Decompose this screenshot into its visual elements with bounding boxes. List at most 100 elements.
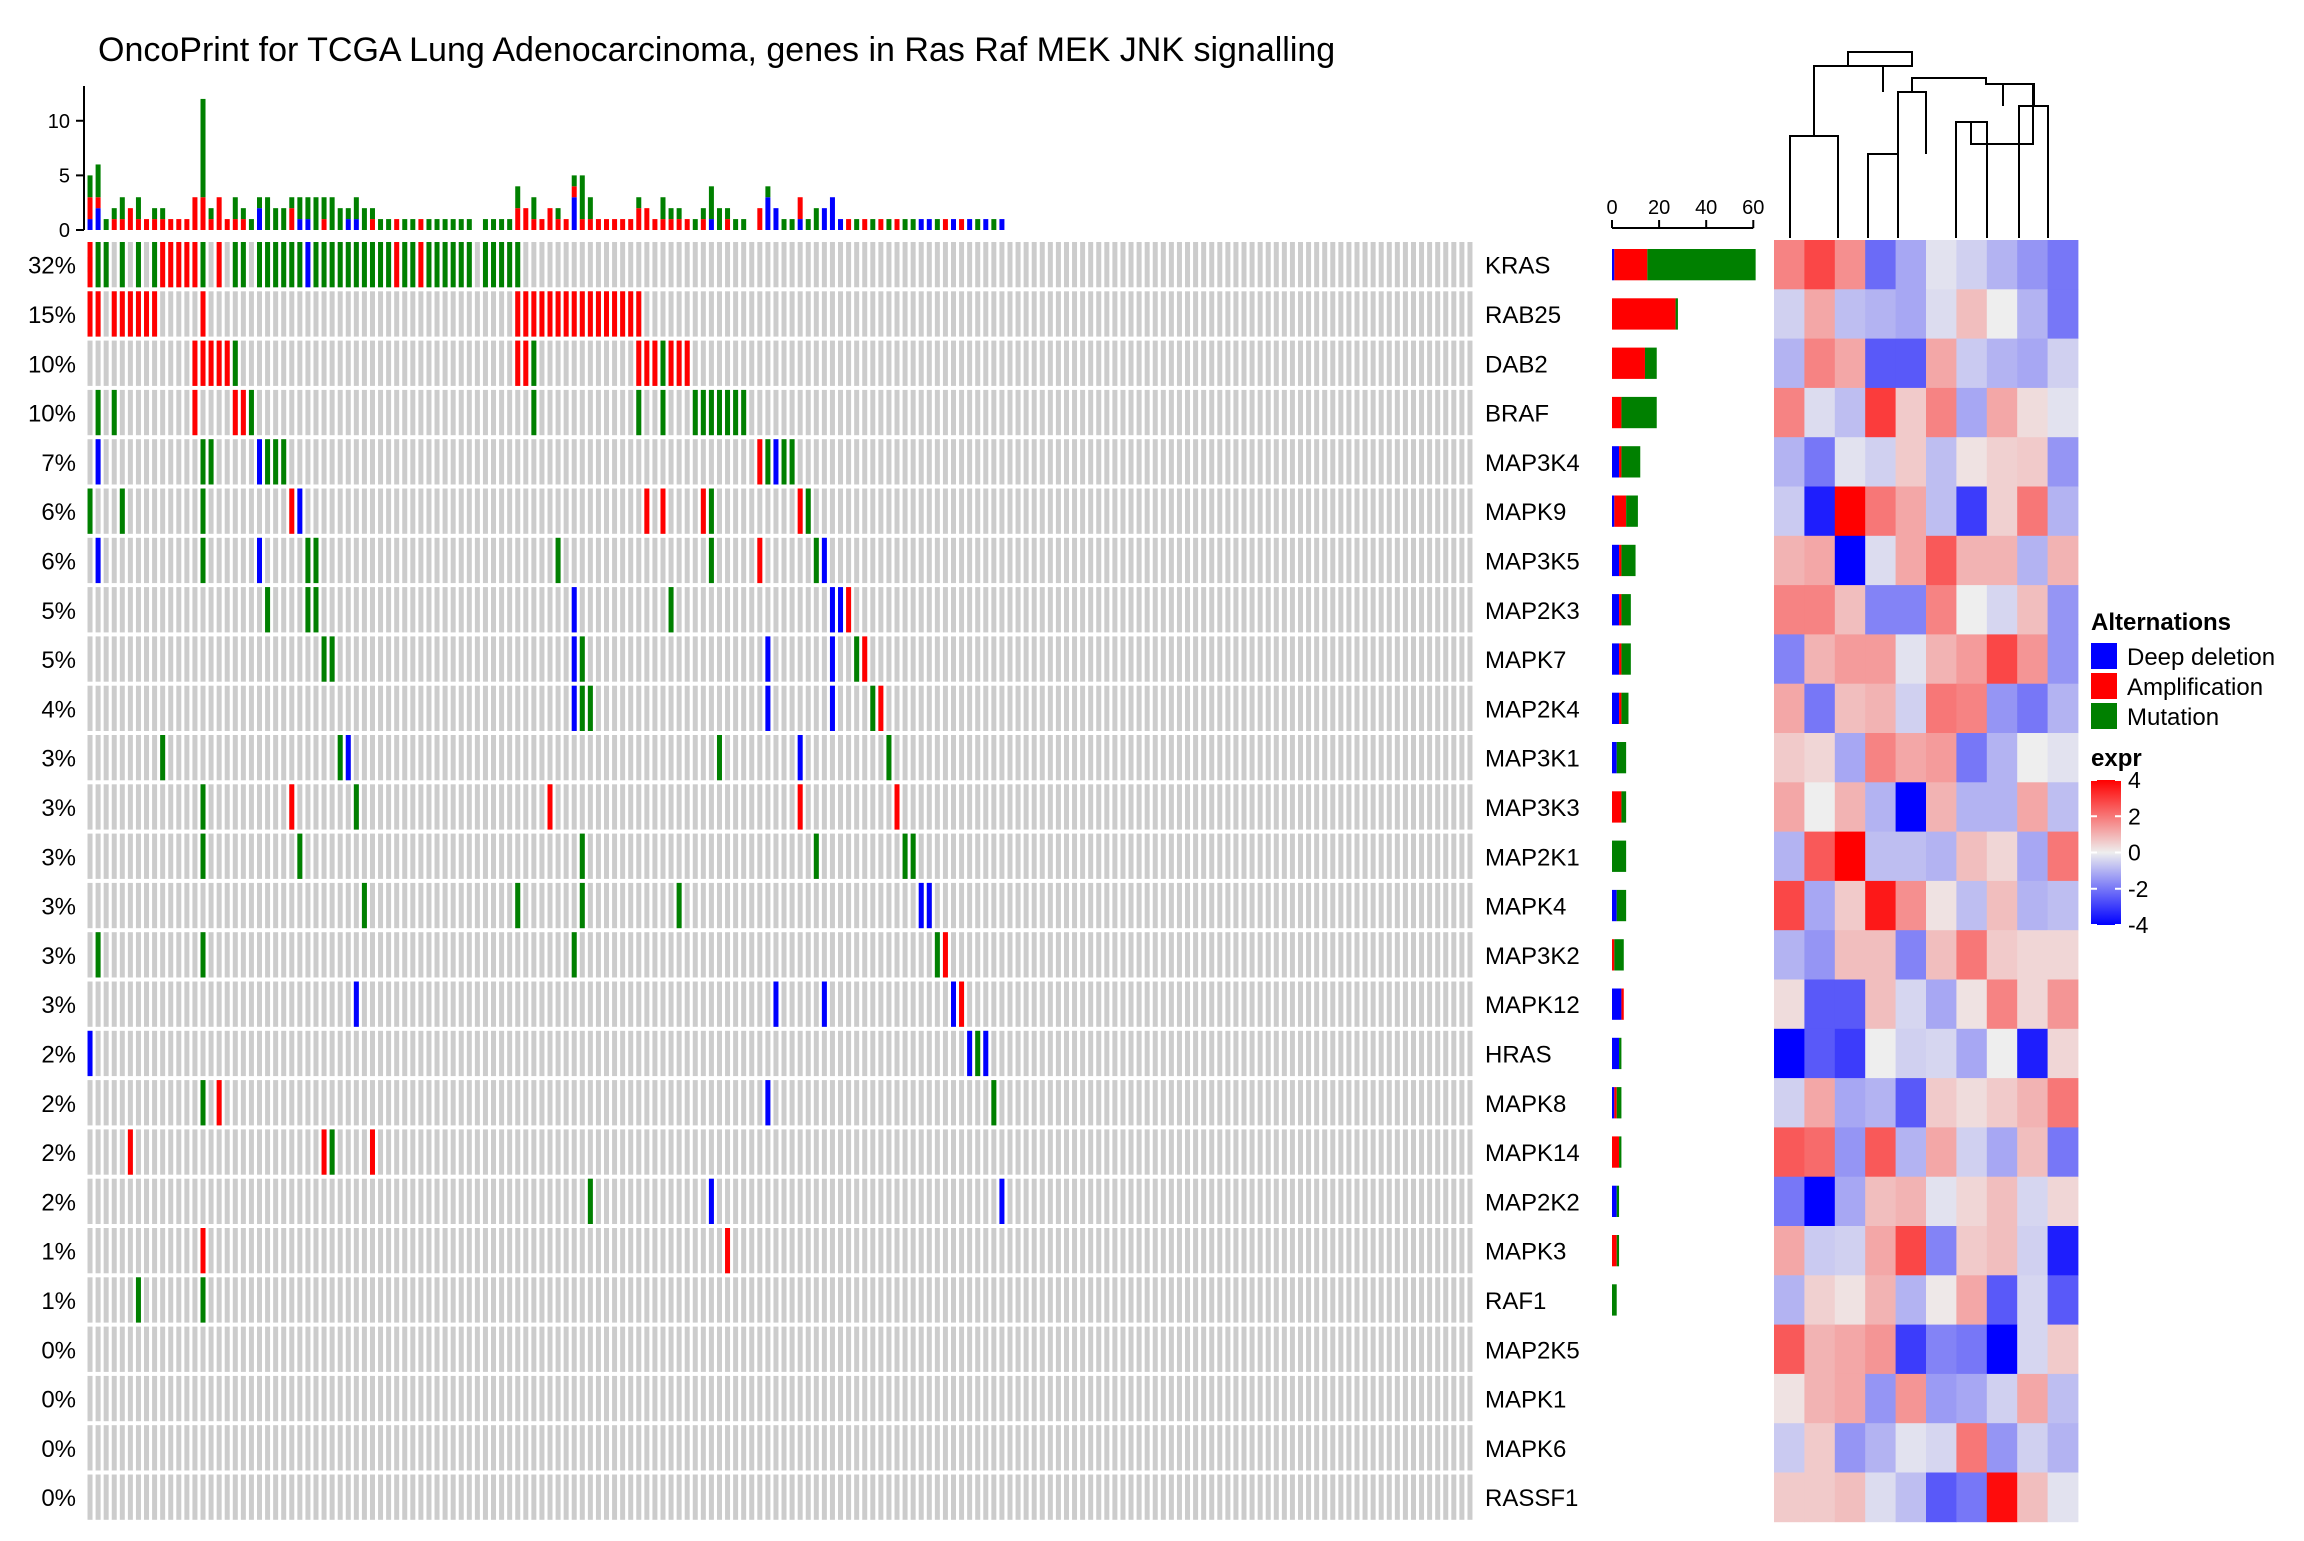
matrix-cell-bg bbox=[757, 784, 762, 829]
matrix-cell-bg bbox=[1024, 1277, 1029, 1322]
matrix-cell-bg bbox=[1169, 1475, 1174, 1520]
matrix-cell-bg bbox=[1354, 538, 1359, 583]
matrix-cell-bg bbox=[935, 291, 940, 336]
matrix-cell-bg bbox=[515, 1376, 520, 1421]
matrix-cell-bg bbox=[1225, 538, 1230, 583]
matrix-cell-bg bbox=[919, 538, 924, 583]
matrix-cell-bg bbox=[330, 834, 335, 879]
matrix-cell-bg bbox=[588, 489, 593, 534]
matrix-cell-bg bbox=[499, 784, 504, 829]
matrix-cell-bg bbox=[1016, 1031, 1021, 1076]
matrix-cell-bg bbox=[959, 489, 964, 534]
matrix-cell-bg bbox=[249, 341, 254, 386]
matrix-cell-bg bbox=[1088, 982, 1093, 1027]
matrix-cell-bg bbox=[1411, 341, 1416, 386]
matrix-cell-bg bbox=[152, 1179, 157, 1224]
matrix-cell-bg bbox=[1120, 1031, 1125, 1076]
matrix-cell-bg bbox=[1233, 242, 1238, 287]
matrix-cell-bg bbox=[862, 1031, 867, 1076]
matrix-cell-bg bbox=[136, 1327, 141, 1372]
matrix-cell-bg bbox=[1411, 1376, 1416, 1421]
matrix-cell-bg bbox=[782, 538, 787, 583]
alteration-deep-deletion bbox=[765, 1080, 770, 1125]
matrix-cell-bg bbox=[580, 439, 585, 484]
matrix-cell-bg bbox=[1250, 1327, 1255, 1372]
matrix-cell-bg bbox=[273, 982, 278, 1027]
column-summary-bar bbox=[967, 219, 972, 230]
matrix-cell-bg bbox=[1242, 1129, 1247, 1174]
matrix-cell-bg bbox=[184, 489, 189, 534]
matrix-cell-bg bbox=[1427, 1080, 1432, 1125]
matrix-cell-bg bbox=[1354, 686, 1359, 731]
matrix-cell-bg bbox=[636, 1129, 641, 1174]
alteration-amplification bbox=[523, 291, 528, 336]
matrix-cell-bg bbox=[749, 1031, 754, 1076]
matrix-cell-bg bbox=[128, 1179, 133, 1224]
matrix-cell-bg bbox=[588, 735, 593, 780]
matrix-cell-bg bbox=[443, 439, 448, 484]
matrix-cell-bg bbox=[241, 636, 246, 681]
row-summary-bar bbox=[1621, 594, 1630, 625]
matrix-cell-bg bbox=[1379, 1376, 1384, 1421]
matrix-cell-bg bbox=[1080, 390, 1085, 435]
matrix-cell-bg bbox=[176, 291, 181, 336]
matrix-cell-bg bbox=[701, 686, 706, 731]
matrix-cell-bg bbox=[612, 242, 617, 287]
matrix-cell-bg bbox=[225, 1228, 230, 1273]
matrix-cell-bg bbox=[1225, 982, 1230, 1027]
matrix-cell-bg bbox=[782, 686, 787, 731]
matrix-cell-bg bbox=[991, 1376, 996, 1421]
matrix-cell-bg bbox=[1403, 489, 1408, 534]
matrix-cell-bg bbox=[459, 1376, 464, 1421]
matrix-cell-bg bbox=[1225, 1031, 1230, 1076]
matrix-cell-bg bbox=[830, 291, 835, 336]
matrix-cell-bg bbox=[975, 1376, 980, 1421]
matrix-cell-bg bbox=[757, 735, 762, 780]
matrix-cell-bg bbox=[548, 1425, 553, 1470]
matrix-cell-bg bbox=[1346, 686, 1351, 731]
matrix-cell-bg bbox=[499, 1277, 504, 1322]
matrix-cell-bg bbox=[782, 636, 787, 681]
row-percentage-label: 3% bbox=[41, 943, 76, 970]
matrix-cell-bg bbox=[693, 1425, 698, 1470]
matrix-cell-bg bbox=[507, 1327, 512, 1372]
matrix-cell-bg bbox=[967, 291, 972, 336]
matrix-cell-bg bbox=[265, 538, 270, 583]
matrix-cell-bg bbox=[112, 1327, 117, 1372]
matrix-cell-bg bbox=[717, 1129, 722, 1174]
matrix-cell-bg bbox=[1298, 834, 1303, 879]
matrix-cell-bg bbox=[612, 686, 617, 731]
matrix-cell-bg bbox=[1016, 1129, 1021, 1174]
matrix-cell-bg bbox=[1443, 1277, 1448, 1322]
matrix-cell-bg bbox=[1032, 784, 1037, 829]
matrix-cell-bg bbox=[652, 1031, 657, 1076]
alteration-mutation bbox=[136, 242, 141, 287]
matrix-cell-bg bbox=[1242, 1327, 1247, 1372]
matrix-cell-bg bbox=[459, 390, 464, 435]
matrix-cell-bg bbox=[1209, 242, 1214, 287]
row-summary-bar bbox=[1612, 1087, 1614, 1118]
matrix-cell-bg bbox=[1306, 1080, 1311, 1125]
matrix-cell-bg bbox=[1185, 1179, 1190, 1224]
matrix-cell-bg bbox=[1443, 341, 1448, 386]
alteration-amplification bbox=[846, 587, 851, 632]
matrix-cell-bg bbox=[628, 932, 633, 977]
matrix-cell-bg bbox=[741, 1277, 746, 1322]
matrix-cell-bg bbox=[959, 1179, 964, 1224]
matrix-cell-bg bbox=[152, 1327, 157, 1372]
column-summary-bar bbox=[386, 219, 391, 230]
matrix-cell-bg bbox=[539, 242, 544, 287]
matrix-cell-bg bbox=[289, 1080, 294, 1125]
matrix-cell-bg bbox=[386, 883, 391, 928]
expression-heatmap bbox=[1774, 240, 2078, 1522]
matrix-cell-bg bbox=[886, 1425, 891, 1470]
matrix-cell-bg bbox=[1354, 1031, 1359, 1076]
matrix-cell-bg bbox=[184, 982, 189, 1027]
matrix-cell-bg bbox=[394, 686, 399, 731]
matrix-cell-bg bbox=[636, 1425, 641, 1470]
matrix-cell-bg bbox=[870, 587, 875, 632]
matrix-cell-bg bbox=[548, 341, 553, 386]
matrix-cell-bg bbox=[1419, 341, 1424, 386]
matrix-cell-bg bbox=[1242, 1031, 1247, 1076]
